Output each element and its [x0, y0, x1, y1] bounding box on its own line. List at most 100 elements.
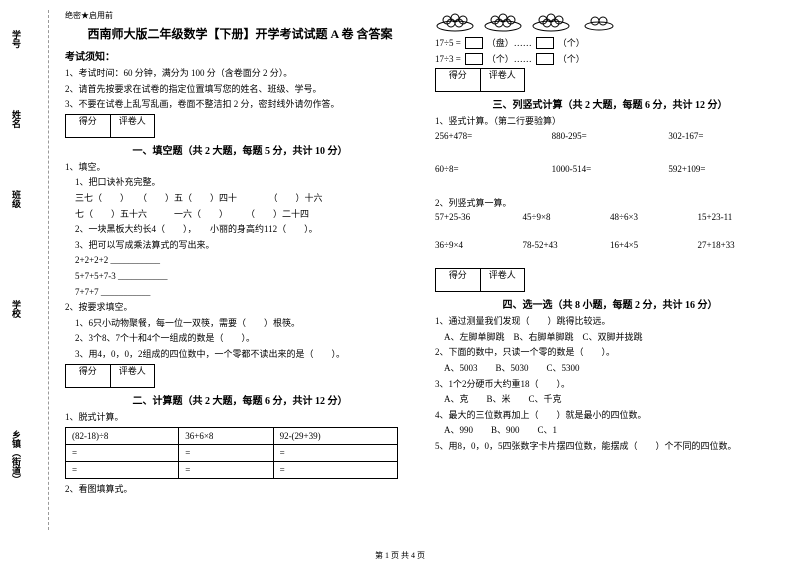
calc: 57+25-36	[435, 212, 523, 222]
answer-box	[465, 53, 483, 65]
q2-c: 3、用4，0，0，2组成的四位数中，一个零都不读出来的是（ ）。	[75, 348, 415, 361]
q2-b: 2、3个8、7个十和4个一组成的数是（ ）。	[75, 332, 415, 345]
q1-2: 2、一块黑板大约长4（ ）， 小丽的身高约112（ ）。	[75, 223, 415, 236]
calc: 16+4×5	[610, 240, 698, 250]
plate-icon	[435, 10, 475, 32]
q1-3: 3、把可以写成乘法算式的写出来。	[75, 239, 415, 252]
notice-2: 2、请首先按要求在试卷的指定位置填写您的姓名、班级、学号。	[65, 83, 415, 96]
s4-1a: A、左脚单脚跳 B、右脚单脚跳 C、双脚并拢跳	[435, 331, 785, 344]
plate-icon	[483, 10, 523, 32]
left-column: 绝密★启用前 西南师大版二年级数学【下册】开学考试试题 A 卷 含答案 考试须知…	[65, 10, 415, 555]
apple-plates	[435, 10, 785, 32]
binding-margin: 学号 姓名 班级 学校 乡镇（街道）	[0, 0, 50, 565]
s4-4: 4、最大的三位数再加上（ ）就是最小的四位数。	[435, 409, 785, 422]
s3-row2: 60÷8= 1000-514= 592+109=	[435, 164, 785, 174]
eq1-left: 17÷5 =	[435, 38, 461, 48]
eq1-end: （个）	[558, 36, 585, 49]
calc-table: (82-18)÷8 36+6×8 92-(29+39) = = = = = =	[65, 427, 398, 479]
calc: 256+478=	[435, 131, 552, 141]
grader-label: 评卷人	[111, 115, 155, 137]
s3-row4: 36÷9×4 78-52+43 16+4×5 27+18+33	[435, 240, 785, 250]
s4-4a: A、990 B、900 C、1	[435, 424, 785, 437]
calc: 48÷6×3	[610, 212, 698, 222]
page-root: 学号 姓名 班级 学校 乡镇（街道） 绝密★启用前 西南师大版二年级数学【下册】…	[0, 0, 800, 565]
s4-2: 2、下面的数中，只读一个零的数是（ ）。	[435, 346, 785, 359]
answer-box	[536, 37, 554, 49]
s3-row3: 57+25-36 45÷9×8 48÷6×3 15+23-11	[435, 212, 785, 222]
exam-title: 西南师大版二年级数学【下册】开学考试试题 A 卷 含答案	[65, 25, 415, 42]
section-2-title: 二、计算题（共 2 大题，每题 6 分，共计 12 分）	[65, 392, 415, 407]
tc-r2c1: =	[66, 462, 179, 479]
tc-r1c2: =	[179, 445, 273, 462]
score-box-3: 得分 评卷人	[435, 68, 525, 92]
s4-3a: A、克 B、米 C、千克	[435, 393, 785, 406]
score-label-3: 得分	[436, 69, 481, 91]
margin-label-xuexiao: 学校	[10, 300, 23, 318]
grader-label-4: 评卷人	[481, 269, 525, 291]
th-3: 92-(29+39)	[273, 428, 397, 445]
th-1: (82-18)÷8	[66, 428, 179, 445]
eq2-left: 17÷3 =	[435, 54, 461, 64]
margin-label-xiangzhen: 乡镇（街道）	[10, 430, 23, 484]
page-footer: 第 1 页 共 4 页	[0, 550, 800, 561]
score-label: 得分	[66, 115, 111, 137]
score-label-4: 得分	[436, 269, 481, 291]
content-area: 绝密★启用前 西南师大版二年级数学【下册】开学考试试题 A 卷 含答案 考试须知…	[50, 0, 800, 565]
s2-q2: 2、看图填算式。	[65, 483, 415, 496]
s4-3: 3、1个2分硬币大约重18（ ）。	[435, 378, 785, 391]
s3-row1: 256+478= 880-295= 302-167=	[435, 131, 785, 141]
section-1-title: 一、填空题（共 2 大题，每题 5 分，共计 10 分）	[65, 142, 415, 157]
secret-label: 绝密★启用前	[65, 10, 415, 21]
grader-label-2: 评卷人	[111, 365, 155, 387]
calc: 27+18+33	[698, 240, 786, 250]
s3-q2: 2、列竖式算一算。	[435, 197, 785, 210]
score-box-4: 得分 评卷人	[435, 268, 525, 292]
eq1-mid: （盘）……	[487, 36, 532, 49]
margin-label-xuehao: 学号	[10, 30, 23, 48]
q1-1-b: 七（ ）五十六 一六（ ） （ ）二十四	[75, 208, 415, 221]
notice-3: 3、不要在试卷上乱写乱画，卷面不整洁扣 2 分，密封线外请勿作答。	[65, 98, 415, 111]
eq2-end: （个）	[558, 52, 585, 65]
tc-r1c3: =	[273, 445, 397, 462]
q1-3-c: 7+7+7 ___________	[75, 286, 415, 299]
tc-r2c2: =	[179, 462, 273, 479]
calc: 36÷9×4	[435, 240, 523, 250]
q2-a: 1、6只小动物聚餐，每一位一双筷，需要（ ）根筷。	[75, 317, 415, 330]
calc: 78-52+43	[523, 240, 611, 250]
section-4-title: 四、选一选（共 8 小题，每题 2 分，共计 16 分）	[435, 296, 785, 311]
s4-2a: A、5003 B、5030 C、5300	[435, 362, 785, 375]
q1-1-a: 三七（ ） （ ）五（ ）四十 （ ）十六	[75, 192, 415, 205]
calc: 592+109=	[668, 164, 785, 174]
equation-2: 17÷3 = （个）…… （个）	[435, 52, 785, 65]
tc-r2c3: =	[273, 462, 397, 479]
q1-1: 1、把口诀补充完整。	[75, 176, 415, 189]
score-label-2: 得分	[66, 365, 111, 387]
q2: 2、按要求填空。	[65, 301, 415, 314]
eq2-mid: （个）……	[487, 52, 532, 65]
calc: 15+23-11	[698, 212, 786, 222]
q1: 1、填空。	[65, 161, 415, 174]
s3-q1: 1、竖式计算。（第二行要验算）	[435, 115, 785, 128]
section-3-title: 三、列竖式计算（共 2 大题，每题 6 分，共计 12 分）	[435, 96, 785, 111]
answer-box	[536, 53, 554, 65]
calc: 60÷8=	[435, 164, 552, 174]
equation-1: 17÷5 = （盘）…… （个）	[435, 36, 785, 49]
notice-heading: 考试须知：	[65, 48, 415, 63]
th-2: 36+6×8	[179, 428, 273, 445]
grader-label-3: 评卷人	[481, 69, 525, 91]
calc: 880-295=	[552, 131, 669, 141]
tc-r1c1: =	[66, 445, 179, 462]
score-box-1: 得分 评卷人	[65, 114, 155, 138]
answer-box	[465, 37, 483, 49]
plate-icon-small	[579, 10, 619, 32]
s2-q1: 1、脱式计算。	[65, 411, 415, 424]
calc: 45÷9×8	[523, 212, 611, 222]
calc: 302-167=	[668, 131, 785, 141]
plate-icon	[531, 10, 571, 32]
margin-label-xingming: 姓名	[10, 110, 23, 128]
seal-dotted-line	[48, 10, 49, 530]
right-column: 17÷5 = （盘）…… （个） 17÷3 = （个）…… （个） 得分 评卷人…	[435, 10, 785, 555]
s4-5: 5、用8，0，0，5四张数字卡片摆四位数，能摆成（ ）个不同的四位数。	[435, 440, 785, 453]
margin-label-banji: 班级	[10, 190, 23, 208]
score-box-2: 得分 评卷人	[65, 364, 155, 388]
